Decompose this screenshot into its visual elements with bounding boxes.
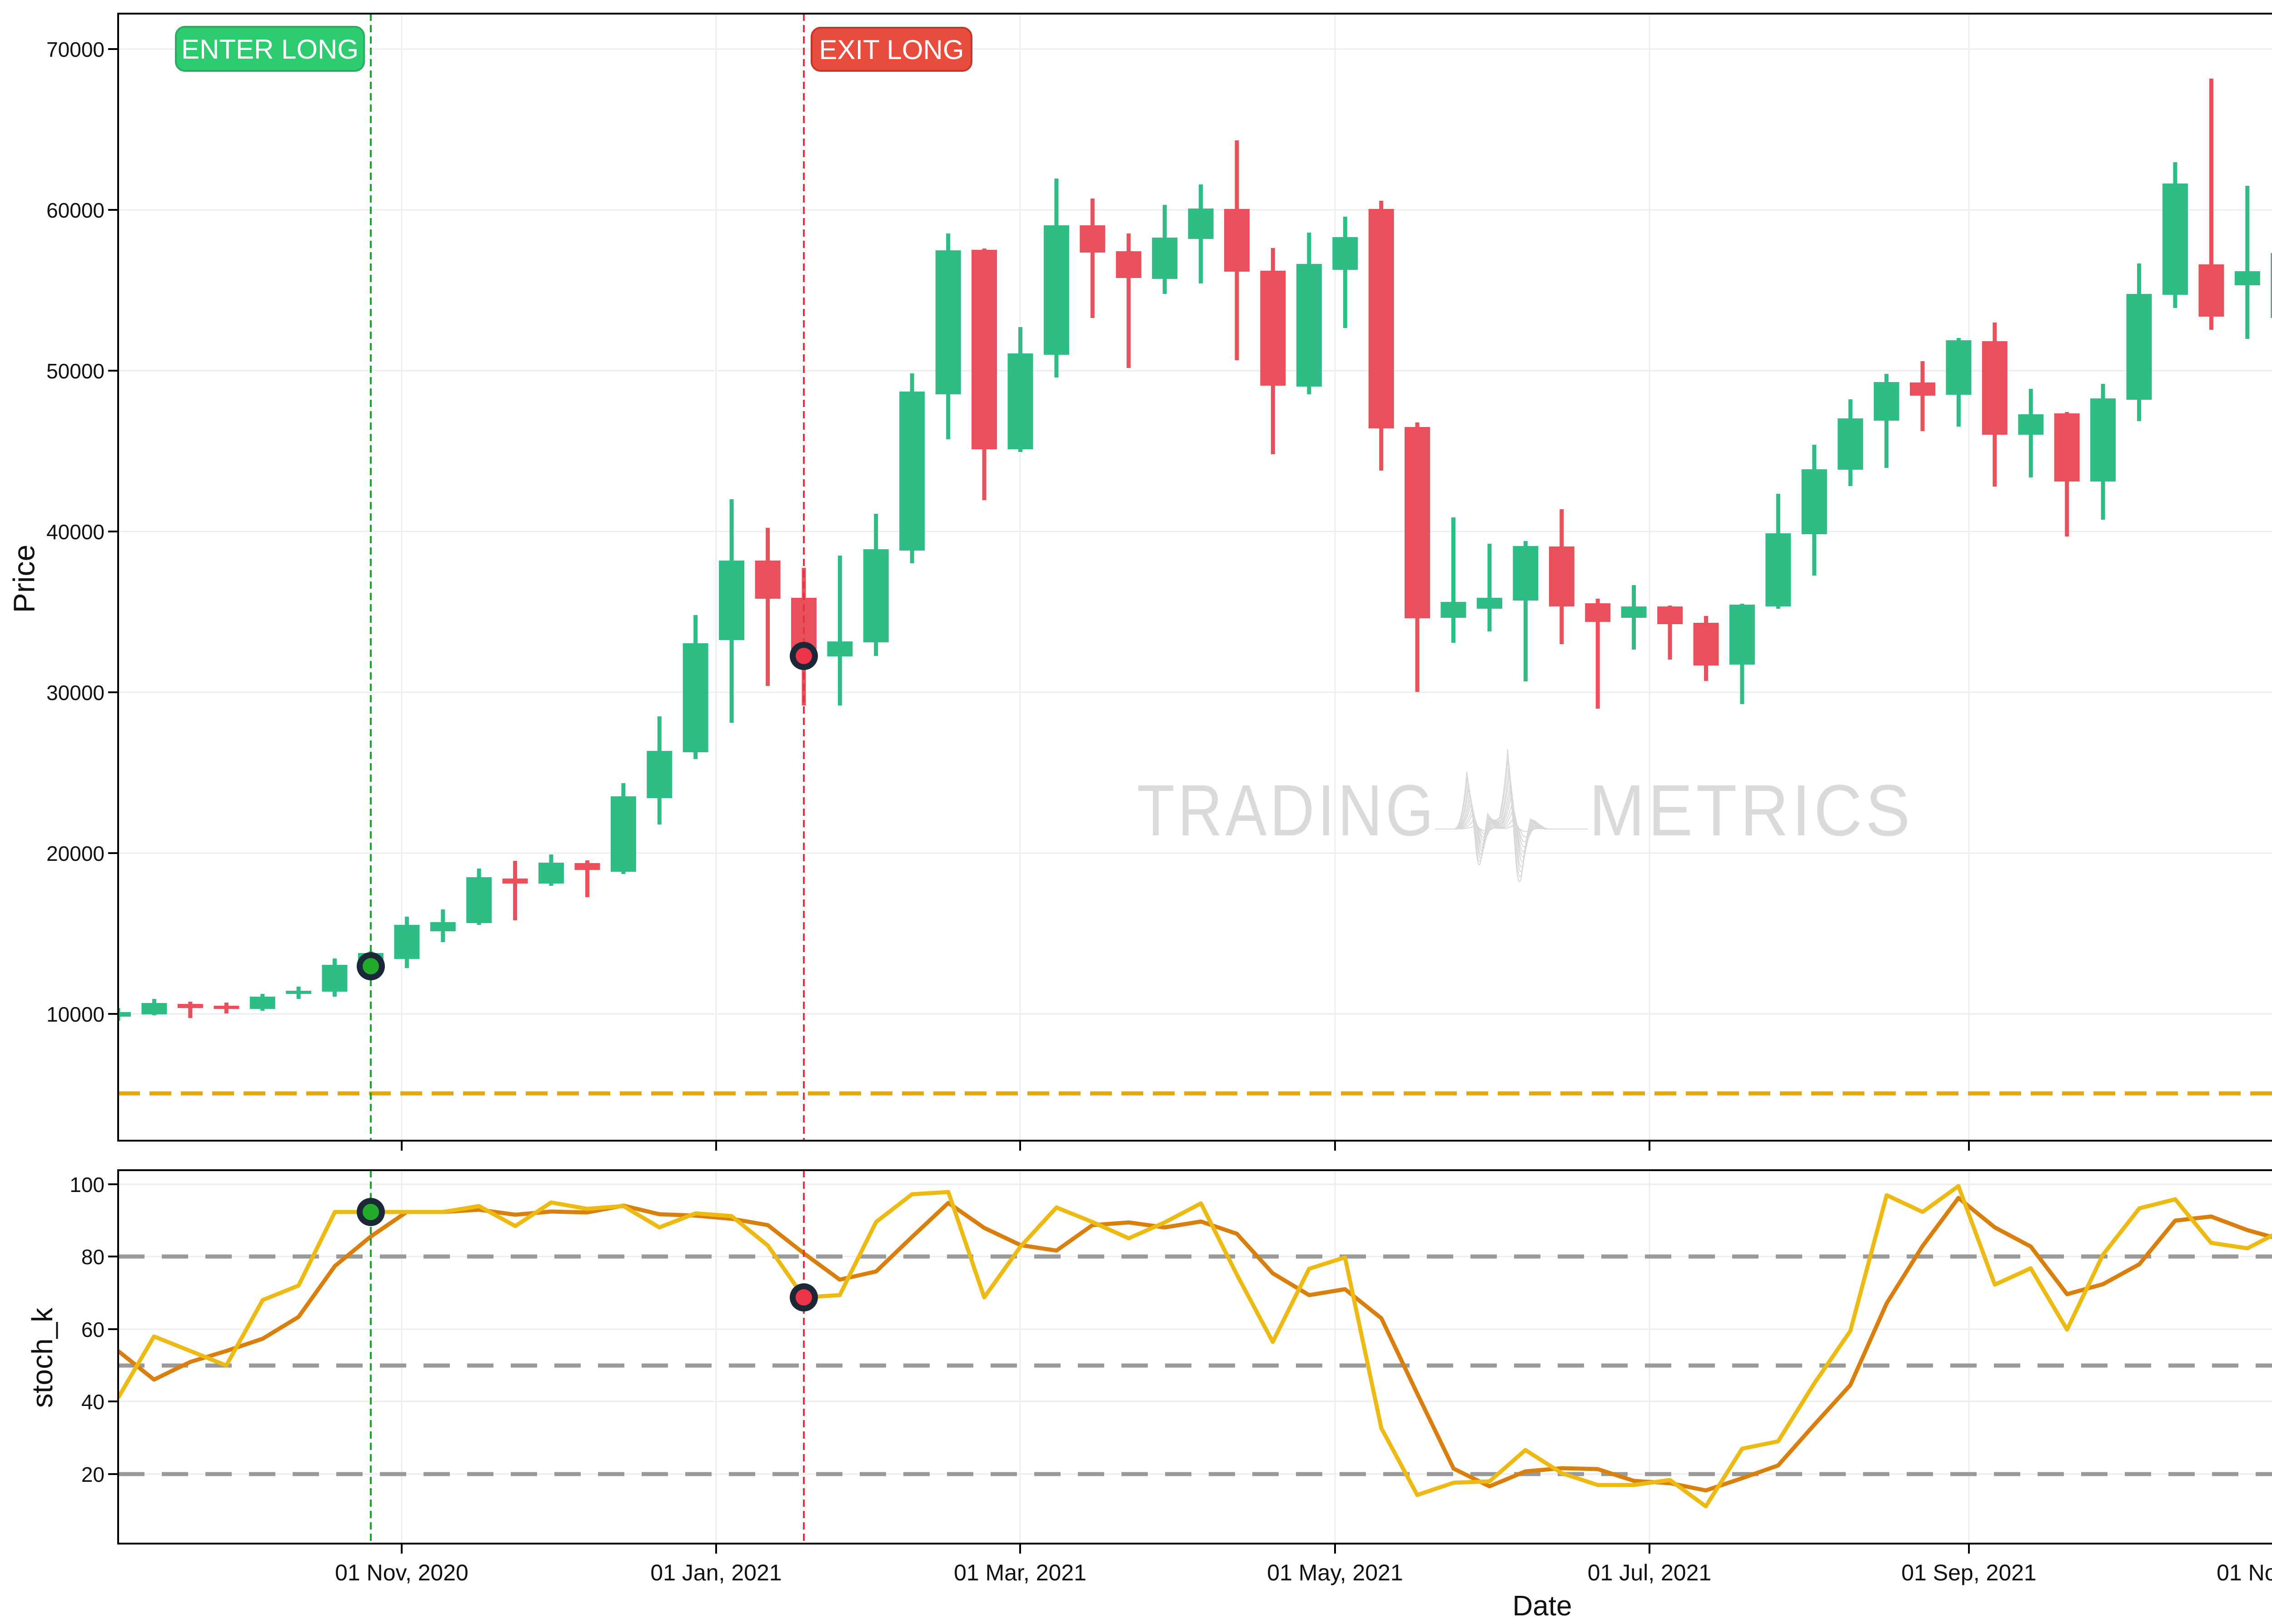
svg-text:80: 80 bbox=[81, 1245, 105, 1269]
svg-text:10000: 10000 bbox=[46, 1003, 105, 1026]
svg-text:20000: 20000 bbox=[46, 842, 105, 865]
svg-text:50000: 50000 bbox=[46, 359, 105, 383]
svg-text:01 Jul, 2021: 01 Jul, 2021 bbox=[1588, 1560, 1711, 1585]
svg-text:30000: 30000 bbox=[46, 681, 105, 705]
svg-text:EXIT LONG: EXIT LONG bbox=[819, 35, 964, 65]
svg-text:01 Sep, 2021: 01 Sep, 2021 bbox=[1901, 1560, 2037, 1585]
svg-text:60000: 60000 bbox=[46, 199, 105, 222]
svg-text:01 Nov, 2021: 01 Nov, 2021 bbox=[2217, 1560, 2272, 1585]
svg-text:40: 40 bbox=[81, 1390, 105, 1414]
svg-text:TRADING: TRADING bbox=[1137, 770, 1437, 851]
svg-text:ENTER LONG: ENTER LONG bbox=[181, 34, 359, 65]
svg-text:01 Nov, 2020: 01 Nov, 2020 bbox=[335, 1560, 468, 1585]
svg-text:01 Mar, 2021: 01 Mar, 2021 bbox=[954, 1560, 1086, 1585]
svg-text:70000: 70000 bbox=[46, 38, 105, 61]
svg-text:100: 100 bbox=[70, 1173, 105, 1197]
svg-text:40000: 40000 bbox=[46, 520, 105, 544]
svg-text:METRICS: METRICS bbox=[1589, 770, 1913, 851]
svg-text:Price: Price bbox=[7, 545, 40, 613]
svg-text:60: 60 bbox=[81, 1318, 105, 1341]
svg-text:01 May, 2021: 01 May, 2021 bbox=[1267, 1560, 1403, 1585]
svg-text:stoch_k: stoch_k bbox=[26, 1307, 59, 1408]
svg-text:20: 20 bbox=[81, 1463, 105, 1486]
svg-text:01 Jan, 2021: 01 Jan, 2021 bbox=[650, 1560, 782, 1585]
svg-text:Date: Date bbox=[1513, 1590, 1572, 1622]
